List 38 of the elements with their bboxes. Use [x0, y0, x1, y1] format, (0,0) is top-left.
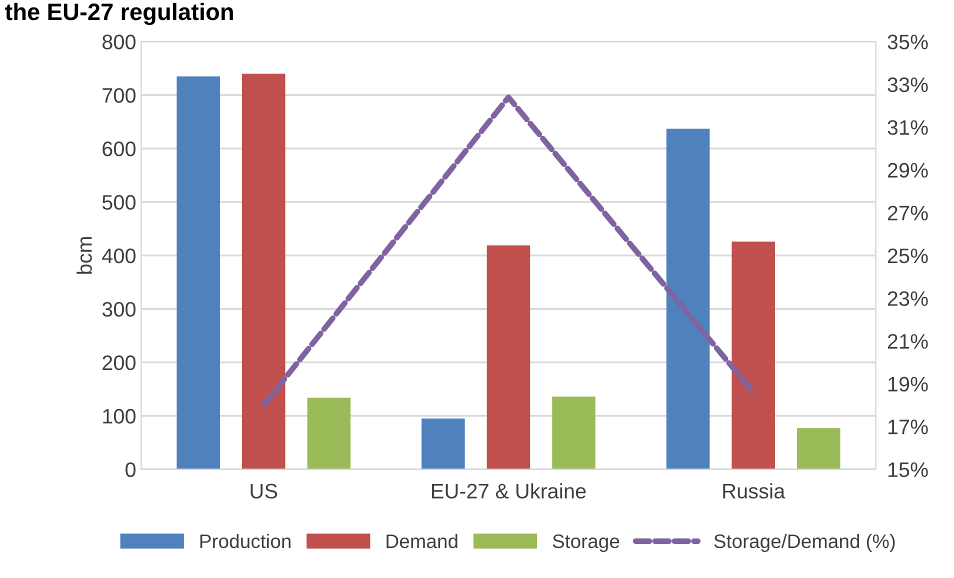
y-tick-label: 0 [126, 462, 136, 478]
y2-tick-label: 19% [888, 376, 928, 392]
y2-tick-label: 21% [888, 334, 928, 349]
y-tick-label: 200 [102, 355, 136, 370]
bar [486, 245, 530, 470]
bar [797, 428, 840, 470]
legend-label: Storage [552, 534, 620, 552]
y-tick-label: 800 [102, 34, 136, 50]
x-tick-label: US [250, 484, 278, 499]
y-tick-label: 600 [102, 142, 136, 156]
bar [552, 396, 596, 470]
y-tick-label: 300 [102, 302, 136, 317]
bar [242, 74, 286, 470]
y-tick-label: 100 [103, 408, 136, 424]
x-tick-label: EU-27 & Ukraine [432, 483, 586, 499]
y2-tick-label: 35% [888, 34, 928, 50]
bar [422, 418, 465, 470]
y-tick-label: 500 [102, 195, 136, 210]
y2-tick-label: 33% [888, 77, 928, 92]
chart-title: the EU-27 regulation [5, 2, 233, 26]
y2-tick-label: 25% [888, 248, 928, 264]
bar [732, 242, 775, 470]
x-tick-label: Russia [723, 483, 786, 499]
y-axis-title: bcm [76, 237, 92, 274]
bar [307, 398, 351, 470]
y2-tick-label: 27% [888, 206, 928, 220]
y-tick-label: 400 [102, 248, 136, 264]
y-tick-label: 700 [102, 88, 136, 103]
bar [666, 128, 710, 470]
y2-tick-label: 15% [888, 462, 928, 478]
y2-tick-label: 17% [888, 420, 928, 434]
legend-label: Demand [386, 534, 458, 548]
bar [176, 76, 220, 470]
y2-tick-label: 31% [888, 120, 928, 135]
y2-tick-label: 23% [888, 291, 928, 306]
legend-label: Storage/Demand (%) [714, 534, 895, 552]
y2-tick-label: 29% [888, 162, 928, 178]
legend-label: Production [200, 534, 290, 548]
